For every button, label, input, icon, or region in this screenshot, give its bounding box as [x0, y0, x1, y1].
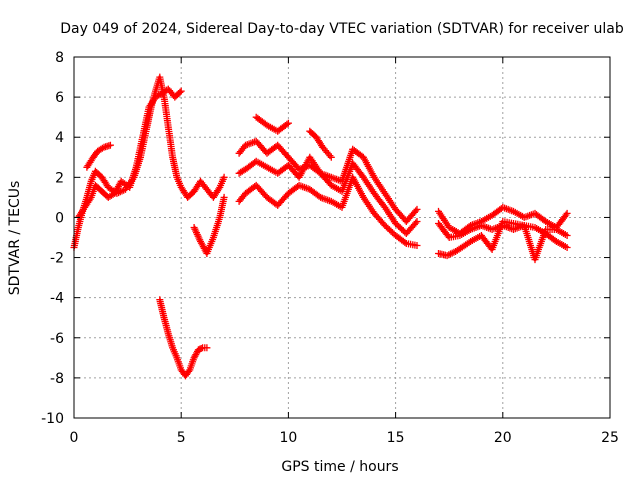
- data-point: [444, 232, 452, 240]
- plot-frame: [73, 56, 611, 419]
- series-track: [156, 296, 211, 380]
- series-track: [235, 153, 421, 237]
- x-tick-label: 15: [387, 430, 405, 446]
- data-point: [106, 141, 114, 149]
- series-track: [83, 141, 114, 171]
- y-tick-label: -10: [41, 411, 64, 427]
- y-tick-label: -2: [50, 251, 64, 267]
- series-track: [74, 85, 185, 221]
- data-point: [220, 173, 228, 181]
- data-point: [562, 211, 570, 219]
- y-tick-label: 8: [55, 50, 64, 66]
- y-tick-label: -4: [50, 291, 64, 307]
- data-point: [215, 185, 223, 193]
- x-tick-label: 10: [279, 430, 297, 446]
- y-tick-label: -8: [50, 371, 64, 387]
- data-point: [98, 144, 106, 152]
- data-point: [177, 87, 185, 95]
- y-tick-label: 0: [55, 210, 64, 226]
- series-track: [190, 193, 228, 257]
- data-point: [563, 244, 571, 251]
- x-tick-label: 5: [177, 430, 186, 446]
- series-track: [235, 173, 421, 249]
- data-point: [563, 209, 571, 217]
- data-point: [413, 205, 421, 213]
- series-track: [435, 218, 571, 264]
- x-tick-label: 25: [601, 430, 619, 446]
- y-tick-label: 4: [55, 130, 64, 146]
- series-track: [252, 113, 292, 135]
- data-point: [412, 207, 420, 215]
- axis-ticks: -10 -8 -6 -4 -2 0 2 4 6 8 0 5 10 15 20 25: [41, 50, 619, 446]
- data-point: [220, 193, 228, 201]
- data-point: [284, 119, 292, 127]
- y-axis-label: SDTVAR / TECUs: [7, 181, 23, 296]
- data-point: [413, 218, 421, 225]
- y-tick-label: -6: [50, 331, 64, 347]
- data-points: [70, 73, 571, 380]
- y-tick-label: 6: [55, 90, 64, 106]
- x-axis-label: GPS time / hours: [281, 459, 398, 475]
- data-point: [203, 344, 211, 352]
- data-point: [176, 88, 184, 96]
- series-track: [306, 127, 335, 161]
- series-track: [70, 73, 228, 251]
- data-point: [197, 345, 205, 352]
- data-point: [412, 219, 420, 227]
- chart-title: Day 049 of 2024, Sidereal Day-to-day VTE…: [60, 21, 624, 37]
- series-track: [435, 220, 571, 251]
- x-tick-label: 20: [494, 430, 512, 446]
- y-tick-label: 2: [55, 170, 64, 186]
- x-tick-label: 0: [70, 430, 79, 446]
- data-point: [401, 238, 409, 246]
- data-point: [413, 242, 421, 249]
- data-point: [283, 120, 291, 128]
- data-point: [327, 153, 335, 161]
- data-point: [563, 232, 571, 239]
